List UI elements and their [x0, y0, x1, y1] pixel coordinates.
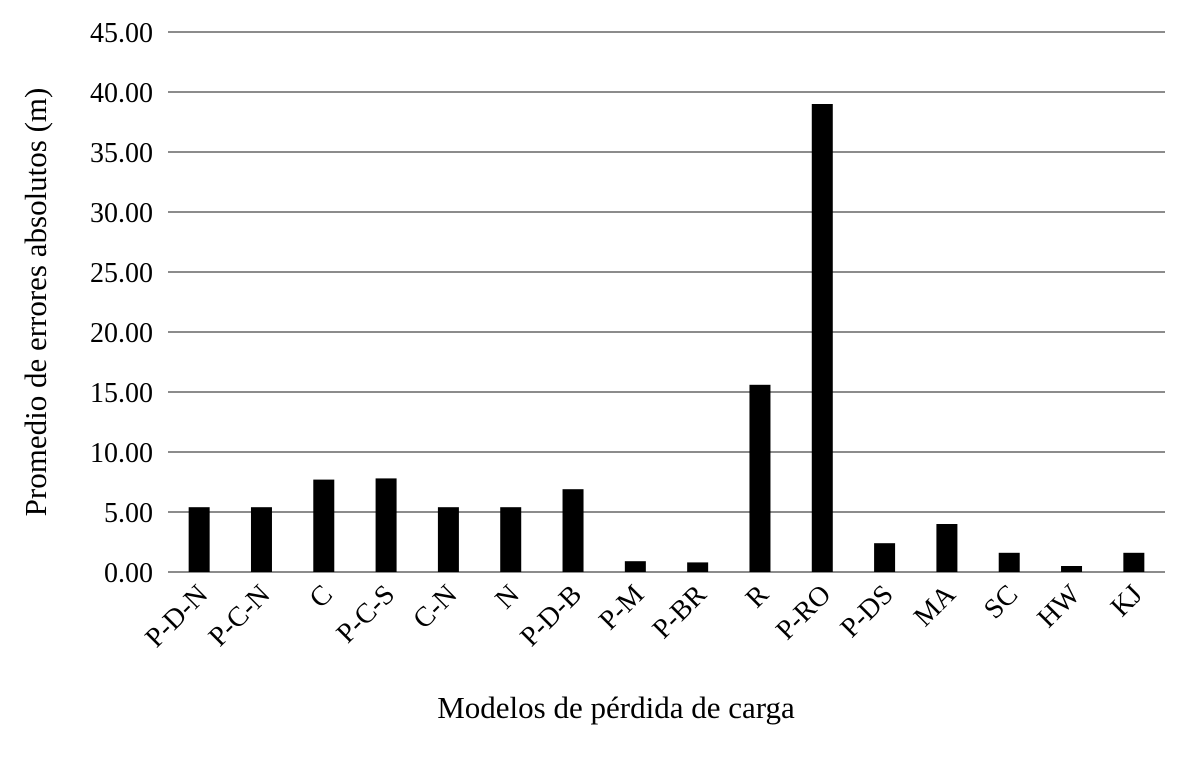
bar	[313, 479, 335, 572]
bar	[874, 543, 896, 572]
bar	[188, 507, 210, 572]
y-tick-label: 40.00	[90, 78, 153, 109]
x-tick-label: HW	[1032, 579, 1087, 634]
y-tick-label: 30.00	[90, 198, 153, 229]
x-tick-label: C	[304, 579, 339, 614]
bar	[749, 384, 771, 572]
y-tick-label: 20.00	[90, 318, 153, 349]
x-tick-label: P-C-N	[203, 579, 277, 653]
bar	[624, 561, 646, 572]
y-tick-label: 10.00	[90, 438, 153, 469]
x-tick-label: P-C-S	[331, 579, 401, 649]
y-tick-label: 25.00	[90, 258, 153, 289]
bar	[250, 507, 272, 572]
bar	[562, 489, 584, 572]
x-axis-title: Modelos de pérdida de carga	[437, 690, 795, 725]
y-tick-label: 5.00	[104, 498, 153, 529]
y-tick-label: 0.00	[104, 558, 153, 589]
x-tick-label: P-DS	[835, 579, 900, 644]
bar	[1123, 552, 1145, 572]
x-tick-labels: P-D-NP-C-N CP-C-S C-N NP-D-B P-MP-BR RP-ROP-D…	[139, 578, 1148, 653]
x-tick-label: P-D-B	[514, 579, 588, 653]
x-tick-label: MA	[908, 578, 962, 632]
y-tick-label: 35.00	[90, 138, 153, 169]
bar	[998, 552, 1020, 572]
x-tick-label: N	[489, 579, 525, 615]
x-tick-label: P-D-N	[139, 579, 214, 654]
bar	[375, 478, 397, 572]
x-tick-label: SC	[978, 579, 1024, 625]
bar	[936, 524, 958, 572]
x-tick-label: C-N	[407, 579, 463, 635]
y-tick-labels: 0.00 5.00 10.00 15.00 20.00 25.00 30.00 35.00 40…	[90, 18, 153, 589]
bar	[500, 507, 522, 572]
x-tick-label: KJ	[1105, 579, 1149, 623]
bar	[687, 562, 709, 572]
bar	[1061, 566, 1083, 572]
x-tick-label: R	[740, 579, 775, 614]
x-tick-label: P-RO	[770, 579, 837, 646]
x-tick-label: P-M	[593, 579, 650, 636]
bars	[188, 104, 1145, 572]
bar	[437, 507, 459, 572]
x-tick-label: P-BR	[647, 579, 713, 645]
y-tick-label: 15.00	[90, 378, 153, 409]
bar	[811, 104, 833, 572]
y-tick-label: 45.00	[90, 18, 153, 49]
y-axis-title: Promedio de errores absolutos (m)	[18, 88, 53, 517]
